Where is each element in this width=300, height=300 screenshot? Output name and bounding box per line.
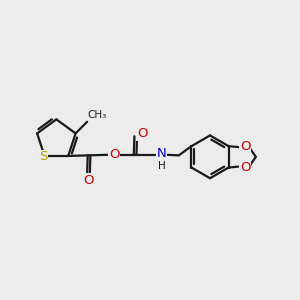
Text: O: O [83, 173, 94, 187]
Text: O: O [137, 127, 148, 140]
Text: N: N [157, 147, 166, 160]
Text: O: O [109, 148, 120, 161]
Text: H: H [158, 161, 166, 171]
Text: O: O [240, 161, 250, 174]
Text: O: O [240, 140, 250, 153]
Text: CH₃: CH₃ [88, 110, 107, 120]
Text: S: S [39, 150, 47, 163]
